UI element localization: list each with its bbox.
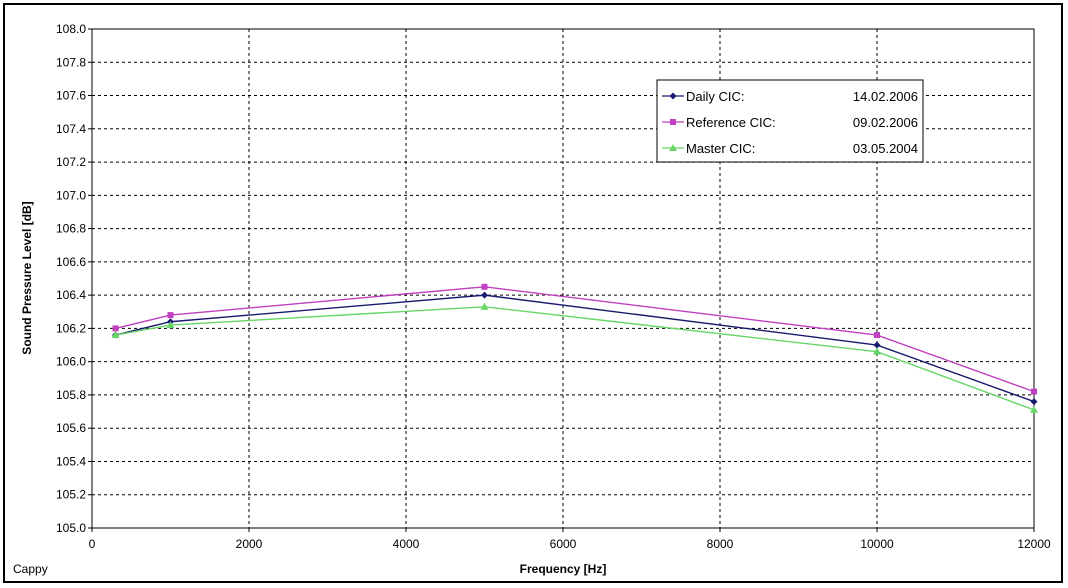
legend-label-daily: Daily CIC: bbox=[686, 89, 745, 104]
y-tick-label: 108.0 bbox=[56, 22, 86, 36]
y-tick-label: 106.2 bbox=[56, 321, 86, 335]
grid-lines bbox=[92, 29, 1034, 528]
data-point-reference bbox=[874, 332, 880, 339]
footer-label: Cappy bbox=[13, 562, 48, 576]
y-tick-label: 106.8 bbox=[56, 222, 86, 236]
axis-ticks: 105.0 105.2 105.4 105.6 105.8 106.0 106.2 106.4… bbox=[56, 22, 1051, 551]
x-tick-label: 0 bbox=[89, 537, 96, 551]
legend-date-reference: 09.02.2006 bbox=[853, 115, 918, 130]
data-point-daily bbox=[1030, 398, 1038, 406]
y-tick-label: 105.8 bbox=[56, 388, 86, 402]
data-point-reference bbox=[1031, 388, 1037, 395]
series-reference bbox=[112, 283, 1037, 395]
x-tick-label: 8000 bbox=[707, 537, 734, 551]
chart-frame: 105.0 105.2 105.4 105.6 105.8 106.0 106.2 106.4… bbox=[3, 3, 1063, 583]
y-tick-label: 107.2 bbox=[56, 155, 86, 169]
x-tick-label: 2000 bbox=[236, 537, 263, 551]
legend-item-reference: Reference CIC: 09.02.2006 bbox=[662, 115, 918, 130]
legend: Daily CIC: 14.02.2006 Reference CIC: 09.… bbox=[656, 79, 924, 163]
y-tick-label: 107.4 bbox=[56, 122, 86, 136]
data-point-master bbox=[111, 331, 120, 339]
x-tick-label: 6000 bbox=[550, 537, 577, 551]
legend-label-master: Master CIC: bbox=[686, 141, 755, 156]
data-point-master bbox=[166, 321, 175, 329]
data-point-master bbox=[480, 302, 489, 310]
legend-label-reference: Reference CIC: bbox=[686, 115, 776, 130]
series-master bbox=[111, 302, 1038, 413]
legend-box bbox=[656, 79, 924, 163]
series-daily bbox=[112, 291, 1038, 406]
legend-date-daily: 14.02.2006 bbox=[853, 89, 918, 104]
y-tick-label: 107.6 bbox=[56, 89, 86, 103]
y-tick-label: 107.8 bbox=[56, 55, 86, 69]
y-tick-label: 106.0 bbox=[56, 355, 86, 369]
legend-date-master: 03.05.2004 bbox=[853, 141, 918, 156]
series-layer bbox=[111, 283, 1038, 413]
data-point-master bbox=[1030, 405, 1038, 413]
x-tick-label: 12000 bbox=[1017, 537, 1051, 551]
y-axis-title: Sound Pressure Level [dB] bbox=[20, 201, 34, 354]
y-tick-label: 105.0 bbox=[56, 521, 86, 535]
y-tick-label: 106.4 bbox=[56, 288, 86, 302]
data-point-reference bbox=[167, 312, 174, 319]
data-point-reference bbox=[112, 325, 119, 332]
legend-marker-master bbox=[669, 144, 677, 151]
y-tick-label: 105.6 bbox=[56, 421, 86, 435]
x-tick-label: 4000 bbox=[393, 537, 420, 551]
x-tick-label: 10000 bbox=[860, 537, 894, 551]
y-tick-label: 105.2 bbox=[56, 488, 86, 502]
data-point-daily bbox=[873, 341, 881, 349]
data-point-daily bbox=[481, 291, 488, 299]
x-axis-title: Frequency [Hz] bbox=[520, 562, 607, 576]
legend-item-daily: Daily CIC: 14.02.2006 bbox=[662, 89, 918, 104]
y-tick-label: 105.4 bbox=[56, 454, 86, 468]
data-point-master bbox=[873, 347, 881, 355]
y-tick-label: 106.6 bbox=[56, 255, 86, 269]
legend-marker-reference bbox=[670, 119, 676, 125]
y-tick-label: 107.0 bbox=[56, 188, 86, 202]
data-point-reference bbox=[481, 283, 488, 290]
line-chart: 105.0 105.2 105.4 105.6 105.8 106.0 106.2 106.4… bbox=[13, 22, 1051, 576]
legend-item-master: Master CIC: 03.05.2004 bbox=[662, 141, 918, 156]
legend-marker-daily bbox=[669, 92, 677, 100]
